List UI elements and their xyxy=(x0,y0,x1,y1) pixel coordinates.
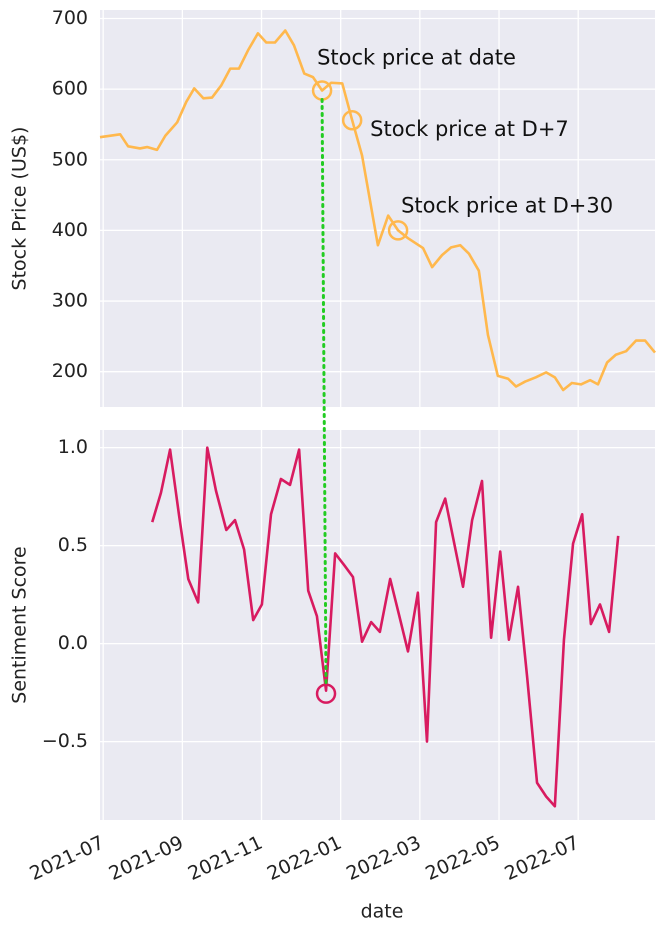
annotation: Stock price at D+7 xyxy=(370,117,569,141)
x-axis-label: date xyxy=(361,901,404,923)
x-tick-label: 2022-03 xyxy=(343,832,424,885)
plot-area xyxy=(100,10,655,407)
y-tick-label: 200 xyxy=(52,360,88,382)
y-tick-label: 0.5 xyxy=(58,534,88,556)
highlight-marker xyxy=(387,220,409,241)
connector xyxy=(320,98,328,687)
line-series xyxy=(151,446,620,808)
annotation: Stock price at date xyxy=(317,46,516,70)
y-tick-label: 500 xyxy=(52,148,88,170)
x-tick-label: 2021-11 xyxy=(185,832,266,885)
x-tick-label: 2021-07 xyxy=(26,832,107,885)
line-series xyxy=(99,29,657,392)
highlight-marker xyxy=(315,683,337,704)
y-tick-label: 700 xyxy=(52,7,88,29)
plot-area xyxy=(100,430,655,820)
y-tick-label: 300 xyxy=(52,290,88,312)
x-tick-label: 2022-07 xyxy=(501,832,582,885)
x-tick-label: 2021-09 xyxy=(106,832,187,885)
x-tick-label: 2022-01 xyxy=(264,832,345,885)
y-tick-label: 600 xyxy=(52,78,88,100)
y-axis-label: Sentiment Score xyxy=(9,546,31,703)
y-tick-label: 0.0 xyxy=(58,632,88,654)
y-tick-label: 400 xyxy=(52,219,88,241)
x-tick-label: 2022-05 xyxy=(422,832,503,885)
y-axis-label: Stock Price (US$) xyxy=(9,127,31,291)
highlight-marker xyxy=(341,109,363,131)
annotation: Stock price at D+30 xyxy=(401,193,613,217)
y-tick-label: −0.5 xyxy=(42,730,88,752)
y-tick-label: 1.0 xyxy=(58,436,88,458)
